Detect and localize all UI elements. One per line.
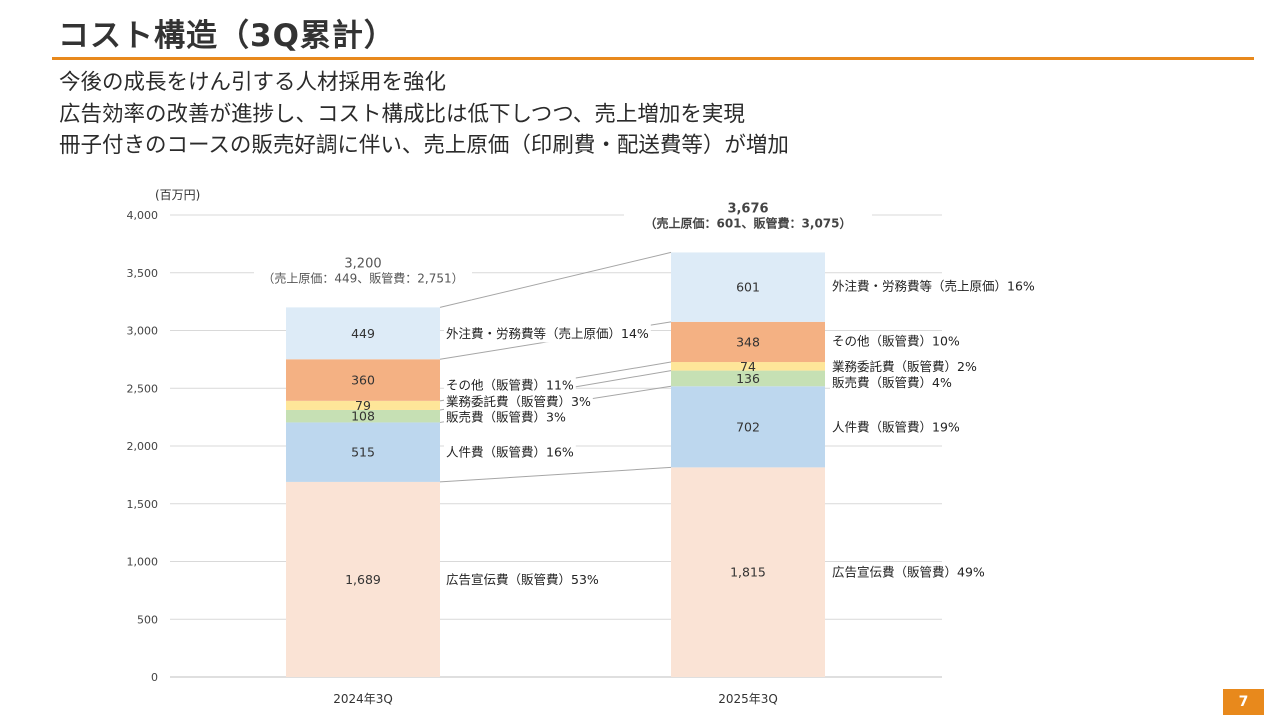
data-label-ad: 1,689 bbox=[345, 572, 381, 587]
segment-label-bg bbox=[830, 277, 1037, 296]
bar-segment-other bbox=[671, 321, 825, 363]
y-tick-label: 3,500 bbox=[127, 267, 159, 280]
y-tick-label: 0 bbox=[151, 671, 158, 684]
data-label-other: 348 bbox=[736, 334, 760, 349]
segment-label-outsourcing: 業務委託費（販管費）2% bbox=[832, 359, 977, 374]
data-label-ad: 1,815 bbox=[730, 565, 766, 580]
y-tick-label: 500 bbox=[137, 613, 158, 626]
title-underline bbox=[52, 57, 1254, 60]
segment-label-bg bbox=[444, 376, 576, 395]
total-breakdown-label: （売上原価：601、販管費：3,075） bbox=[644, 215, 851, 230]
bullet-item-1: 今後の成長をけん引する人材採用を強化 bbox=[59, 70, 447, 95]
segment-label-ad: 広告宣伝費（販管費）53% bbox=[446, 572, 599, 587]
segment-label-cogs: 外注費・労務費等（売上原価）16% bbox=[832, 279, 1035, 294]
segment-label-other: その他（販管費）11% bbox=[446, 378, 574, 393]
segment-label-bg bbox=[830, 563, 987, 582]
data-label-sales: 108 bbox=[351, 409, 375, 424]
total-label-bg bbox=[624, 200, 872, 245]
total-breakdown-label: （売上原価：449、販管費：2,751） bbox=[262, 270, 463, 285]
data-label-personnel: 515 bbox=[351, 445, 375, 460]
data-label-sales: 136 bbox=[736, 371, 760, 386]
bar-segment-personnel bbox=[671, 386, 825, 468]
connector-line bbox=[439, 466, 672, 483]
bar-segment-cogs bbox=[671, 252, 825, 322]
bullet-list: 今後の成長をけん引する人材採用を強化 広告効率の改善が進捗し、コスト構成比は低下… bbox=[59, 67, 789, 162]
segment-label-personnel: 人件費（販管費）19% bbox=[832, 419, 960, 434]
segment-label-bg bbox=[830, 357, 979, 376]
y-tick-label: 4,000 bbox=[127, 209, 159, 222]
bar-segment-outsourcing bbox=[286, 400, 440, 410]
segment-label-sales: 販売費（販管費）4% bbox=[832, 375, 952, 390]
data-label-outsourcing: 79 bbox=[355, 398, 371, 413]
data-label-other: 360 bbox=[351, 373, 375, 388]
segment-label-sales: 販売費（販管費）3% bbox=[446, 410, 566, 425]
bullet-item-3: 冊子付きのコースの販売好調に伴い、売上原価（印刷費・配送費等）が増加 bbox=[59, 133, 789, 158]
segment-label-bg bbox=[444, 570, 601, 589]
bar-segment-ad bbox=[671, 467, 825, 677]
segment-label-bg bbox=[444, 324, 651, 343]
segment-label-cogs: 外注費・労務費等（売上原価）14% bbox=[446, 326, 649, 341]
x-tick-label: 2024年3Q bbox=[333, 692, 393, 706]
bar-segment-cogs bbox=[286, 307, 440, 360]
segment-label-bg bbox=[444, 392, 593, 411]
y-axis-unit-label: (百万円) bbox=[155, 188, 200, 202]
slide-title: コスト構造（3Q累計） bbox=[58, 18, 396, 54]
data-label-cogs: 601 bbox=[736, 280, 760, 295]
segment-label-ad: 広告宣伝費（販管費）49% bbox=[832, 565, 985, 580]
bar-segment-other bbox=[286, 359, 440, 401]
total-value-label: 3,676 bbox=[727, 201, 768, 216]
bar-segment-outsourcing bbox=[671, 362, 825, 371]
segment-label-bg bbox=[830, 417, 962, 436]
segment-label-personnel: 人件費（販管費）16% bbox=[446, 445, 574, 460]
bar-segment-sales bbox=[671, 370, 825, 387]
y-tick-label: 3,000 bbox=[127, 325, 159, 338]
connector-line bbox=[439, 251, 672, 308]
data-label-cogs: 449 bbox=[351, 326, 375, 341]
data-label-personnel: 702 bbox=[736, 419, 760, 434]
y-tick-label: 2,000 bbox=[127, 440, 159, 453]
segment-label-bg bbox=[830, 373, 954, 392]
page-number: 7 bbox=[1223, 689, 1264, 715]
data-label-outsourcing: 74 bbox=[740, 359, 756, 374]
total-value-label: 3,200 bbox=[344, 256, 381, 271]
total-label-bg bbox=[254, 255, 472, 300]
y-tick-label: 2,500 bbox=[127, 382, 159, 395]
y-tick-label: 1,000 bbox=[127, 556, 159, 569]
segment-label-other: その他（販管費）10% bbox=[832, 333, 960, 348]
segment-label-bg bbox=[444, 443, 576, 462]
bar-segment-sales bbox=[286, 409, 440, 423]
segment-label-bg bbox=[830, 331, 962, 350]
x-tick-label: 2025年3Q bbox=[718, 692, 778, 706]
bar-segment-personnel bbox=[286, 422, 440, 482]
bar-segment-ad bbox=[286, 481, 440, 677]
segment-label-bg bbox=[444, 408, 568, 427]
segment-label-outsourcing: 業務委託費（販管費）3% bbox=[446, 394, 591, 409]
bullet-item-2: 広告効率の改善が進捗し、コスト構成比は低下しつつ、売上増加を実現 bbox=[59, 101, 745, 127]
y-tick-label: 1,500 bbox=[127, 498, 159, 511]
